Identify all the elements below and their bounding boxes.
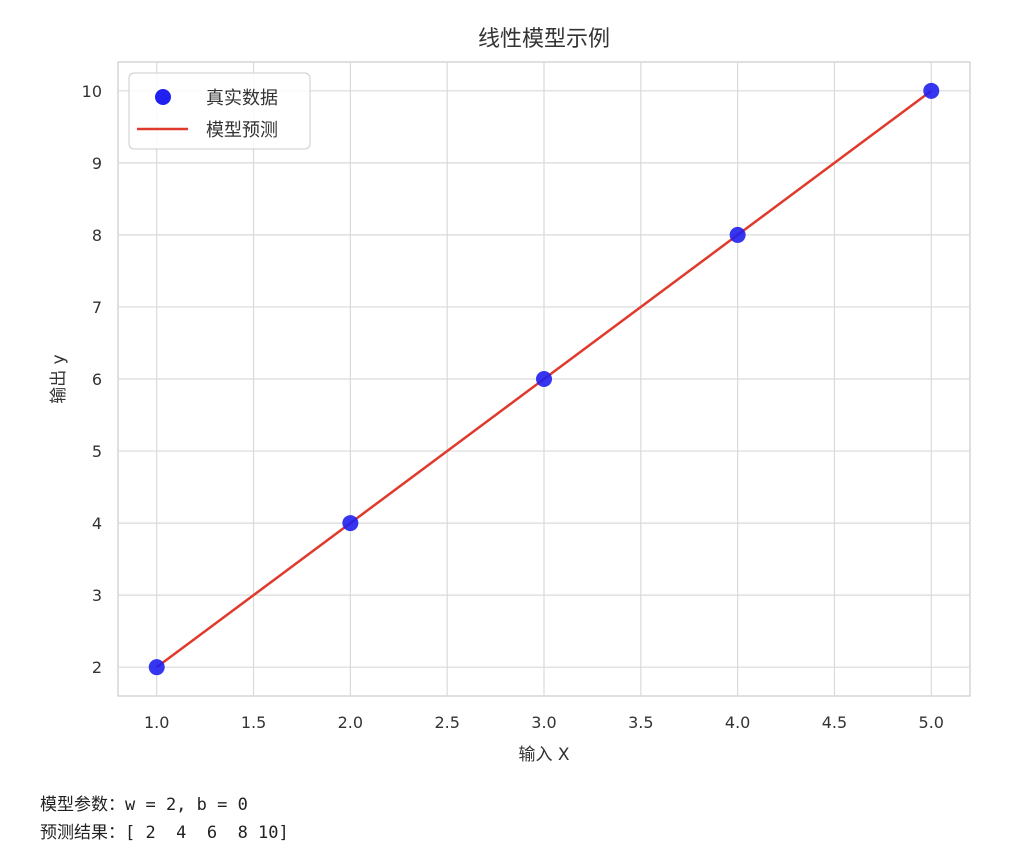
legend-marker-scatter	[155, 89, 171, 105]
data-point	[342, 515, 359, 532]
x-tick-label: 1.0	[144, 713, 169, 732]
y-tick-label: 7	[92, 298, 102, 317]
x-axis-label: 输入 X	[518, 745, 569, 765]
legend-label-line: 模型预测	[206, 120, 278, 141]
data-point	[729, 226, 746, 243]
x-tick-label: 4.0	[725, 713, 750, 732]
x-tick-label: 3.0	[531, 713, 556, 732]
x-tick-label: 3.5	[628, 713, 653, 732]
output-predictions: 预测结果：[ 2 4 6 8 10]	[40, 823, 289, 843]
legend-label-scatter: 真实数据	[206, 88, 278, 109]
x-tick-label: 1.5	[241, 713, 266, 732]
chart: 1.0 1.5 2.0 2.5 3.0 3.5 4.0 4.5 5.0 2 3 4 5 6 7 8 9 10 线性模…	[49, 27, 971, 765]
y-tick-label: 4	[92, 514, 102, 533]
data-point	[923, 82, 940, 99]
x-tick-label: 2.0	[338, 713, 363, 732]
x-tick-label: 5.0	[919, 713, 944, 732]
y-tick-label: 6	[92, 370, 102, 389]
data-point	[536, 371, 552, 387]
y-tick-label: 5	[92, 442, 102, 461]
y-tick-label: 10	[82, 82, 102, 101]
data-point	[148, 659, 165, 676]
x-tick-label: 2.5	[434, 713, 459, 732]
y-tick-label: 9	[92, 154, 102, 173]
y-tick-label: 3	[92, 586, 102, 605]
chart-title: 线性模型示例	[478, 27, 610, 52]
y-axis-label: 输出 y	[49, 354, 69, 403]
x-tick-label: 4.5	[822, 713, 847, 732]
y-tick-label: 8	[92, 226, 102, 245]
output-params: 模型参数：w = 2, b = 0	[40, 795, 248, 815]
y-tick-label: 2	[92, 658, 102, 677]
